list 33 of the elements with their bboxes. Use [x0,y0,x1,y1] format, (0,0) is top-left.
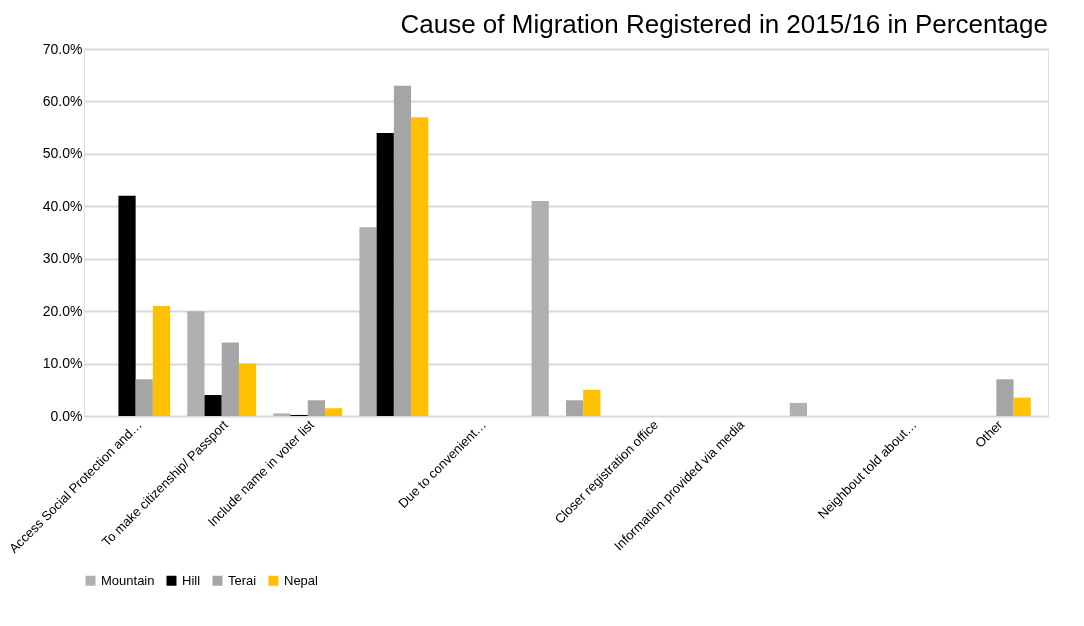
y-tick-label: 60.0% [42,92,83,109]
bar [789,402,807,416]
chart-title: Cause of Migration Registered in 2015/16 in Percentage [400,9,1048,39]
bar [238,363,257,416]
bar [325,408,343,416]
bar [566,400,584,416]
bar [583,389,601,416]
y-tick-label: 30.0% [42,250,83,267]
y-tick-label: 40.0% [42,197,83,214]
bar [273,413,291,416]
bar [221,342,239,416]
bar [996,379,1014,416]
bar [411,117,429,416]
bar [531,201,549,416]
y-tick-label: 70.0% [42,40,83,57]
bar [135,379,153,416]
bar [307,400,325,416]
y-tick-label: 20.0% [42,302,83,319]
bar [359,227,377,416]
y-tick-label: 50.0% [42,145,83,162]
legend-label: Nepal [284,572,319,588]
bar [204,395,222,416]
bar [187,311,205,416]
legend-label: Mountain [101,572,155,588]
legend-label: Hill [182,572,201,588]
bar [152,305,171,416]
bar [118,195,136,416]
y-tick-label: 0.0% [50,407,83,424]
bar [1013,397,1031,416]
y-tick-label: 10.0% [42,355,83,372]
legend-label: Terai [228,572,257,588]
bar [393,85,412,416]
bar [376,132,394,416]
